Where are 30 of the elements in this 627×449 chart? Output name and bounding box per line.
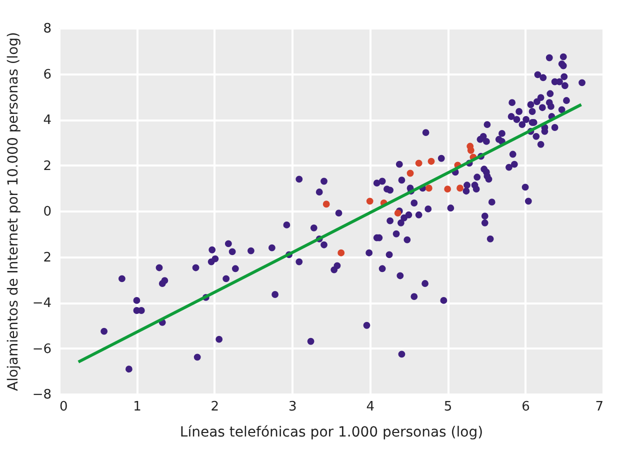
- y-tick-label: 8: [43, 22, 52, 36]
- point: [394, 210, 402, 217]
- y-tick-label: 2: [43, 158, 52, 174]
- x-tick-label: 2: [210, 400, 220, 414]
- point: [467, 146, 474, 154]
- point: [444, 186, 452, 192]
- x-tick-label: 0: [60, 400, 68, 414]
- point: [456, 184, 464, 192]
- x-tick-label: 1: [133, 400, 142, 414]
- point: [338, 249, 345, 256]
- point: [425, 184, 432, 192]
- y-axis-title: Alojamientos de Internet por 10.000 personas (log): [5, 32, 22, 391]
- x-axis-title: Líneas telefónicas por 1.000 personas (log): [180, 424, 484, 440]
- y-tick-label: 0: [43, 204, 52, 220]
- point: [428, 158, 435, 165]
- y-tick-label: −6: [32, 342, 52, 357]
- y-tick-label: 6: [43, 67, 52, 82]
- point: [322, 200, 330, 208]
- x-tick-label: 6: [522, 400, 530, 414]
- x-tick-label: 4: [366, 400, 374, 414]
- x-tick-label: 5: [444, 400, 452, 414]
- y-tick-label: −4: [32, 296, 52, 311]
- y-tick-label: 2: [43, 250, 52, 266]
- x-tick-label: 7: [595, 400, 604, 414]
- y-tick-label: 4: [43, 113, 52, 128]
- x-tick-label: 3: [288, 400, 297, 414]
- point: [366, 198, 374, 205]
- y-tick-label: −8: [32, 388, 52, 402]
- point: [406, 170, 414, 177]
- point: [415, 160, 422, 167]
